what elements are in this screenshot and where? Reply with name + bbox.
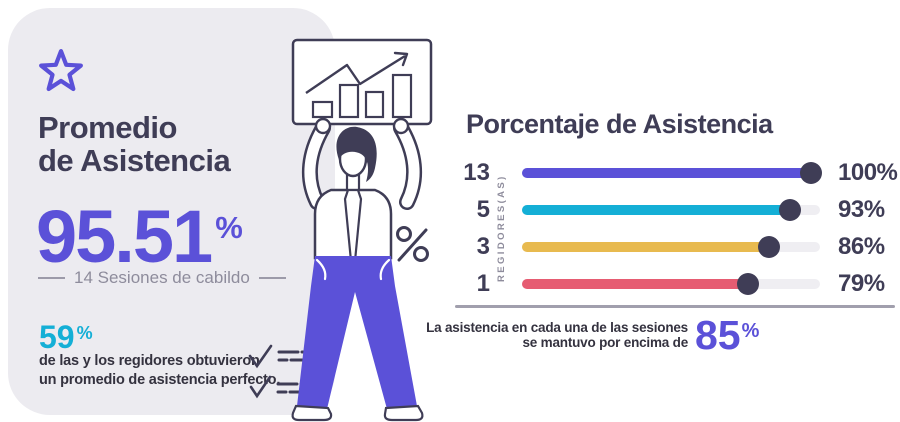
chart-row: 1 79% — [458, 265, 895, 302]
footer-note-line2: se mantuvo por encima de — [522, 335, 689, 350]
perfect-attendance-text: de las y los regidores obtuvieron un pro… — [39, 352, 280, 390]
footer-note-unit: % — [741, 320, 760, 342]
slider-fill — [522, 278, 758, 289]
slider-knob[interactable] — [800, 161, 822, 184]
pants — [297, 256, 417, 409]
row-count-label: 3 — [476, 232, 490, 260]
perfect-attendance-text-line1: de las y los regidores obtuvieron — [39, 353, 260, 369]
perfect-attendance-value: 59 — [39, 319, 75, 355]
slider-track[interactable] — [522, 272, 820, 295]
chart-board — [291, 38, 433, 126]
card-title: Promedio de Asistencia — [38, 110, 231, 178]
attendance-chart: REGIDORES(AS) 13 100% 5 93% 3 — [458, 154, 898, 302]
perfect-attendance-unit: % — [76, 323, 93, 343]
row-count-label: 5 — [476, 195, 490, 223]
slider-fill — [522, 167, 820, 178]
row-percent-label: 79% — [838, 269, 885, 297]
percent-symbol-icon — [396, 226, 429, 262]
row-percent-label: 100% — [838, 158, 898, 186]
slider-track[interactable] — [522, 161, 822, 184]
chart-row: 13 100% — [458, 154, 898, 191]
average-value-number: 95.51 — [36, 195, 213, 278]
card-title-line2: de Asistencia — [38, 143, 231, 178]
dash-line-right — [258, 277, 286, 279]
horizontal-divider — [455, 305, 895, 308]
perfect-attendance-stat: 59% — [39, 319, 93, 356]
footer-note-text: La asistencia en cada una de las sesione… — [408, 320, 688, 350]
hair — [336, 126, 377, 182]
shoe-right — [383, 404, 424, 422]
summary-card: Promedio de Asistencia 95.51% 14 Sesione… — [8, 8, 335, 415]
sessions-caption: 14 Sesiones de cabildo — [74, 268, 250, 287]
person-with-chart-illustration — [273, 28, 433, 422]
slider-fill — [522, 204, 800, 215]
footer-note-line1: La asistencia en cada una de las sesione… — [426, 320, 688, 335]
chart-title: Porcentaje de Asistencia — [466, 109, 773, 139]
row-percent-label: 93% — [838, 195, 885, 223]
footer-note-value: 85 — [695, 312, 741, 358]
chart-row: 5 93% — [458, 191, 895, 228]
slider-knob[interactable] — [737, 272, 760, 295]
chart-rows: 13 100% 5 93% 3 86% 1 — [458, 154, 898, 302]
card-title-line1: Promedio — [38, 110, 177, 145]
average-value: 95.51% — [36, 194, 243, 279]
slider-track[interactable] — [522, 198, 820, 221]
slider-fill — [522, 241, 779, 252]
arms — [301, 120, 423, 210]
slider-track[interactable] — [522, 235, 820, 258]
chart-row: 3 86% — [458, 228, 895, 265]
dash-line-left — [38, 277, 65, 279]
row-count-label: 13 — [463, 158, 490, 186]
perfect-attendance-text-line2: un promedio de asistencia perfecto. — [39, 372, 281, 388]
slider-knob[interactable] — [779, 198, 802, 221]
slider-knob[interactable] — [758, 235, 781, 258]
row-percent-label: 86% — [838, 232, 885, 260]
footer-note-highlight: 85% — [695, 312, 759, 359]
shoe-left — [291, 404, 333, 422]
sessions-caption-row: 14 Sesiones de cabildo — [38, 268, 286, 288]
star-icon — [38, 48, 84, 94]
average-value-unit: % — [215, 210, 243, 245]
row-count-label: 1 — [476, 269, 490, 297]
